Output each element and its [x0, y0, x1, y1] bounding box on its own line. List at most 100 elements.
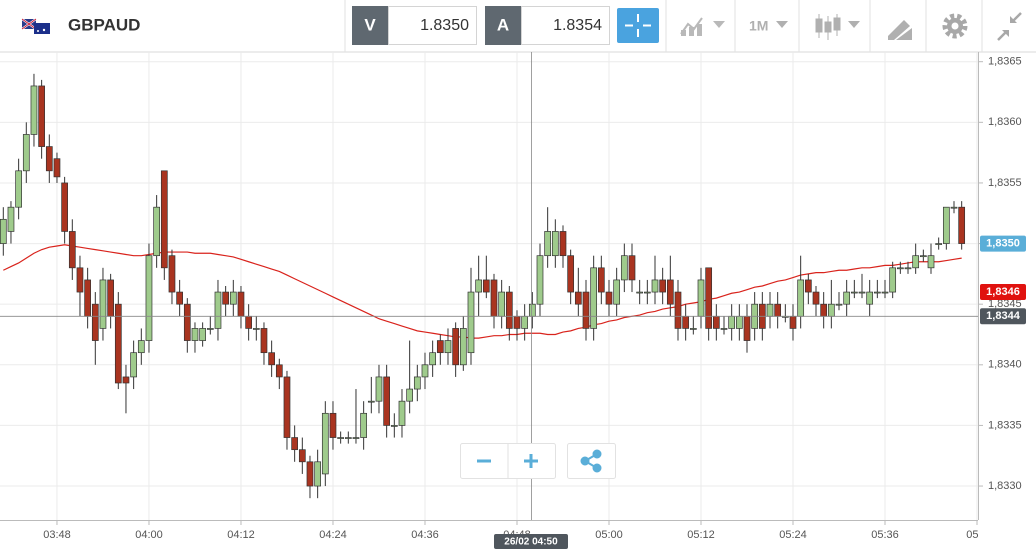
candle-body	[567, 255, 575, 293]
candle-body	[214, 291, 222, 329]
share-icon	[580, 449, 602, 473]
candle-body	[252, 328, 260, 330]
timeframe[interactable]: 1M	[749, 18, 768, 34]
candle-body	[728, 315, 736, 329]
candle-body	[298, 449, 306, 463]
price-tag-label: 1,8346	[986, 286, 1020, 298]
y-tick-label: 1,8340	[988, 359, 1022, 371]
candle-body	[766, 303, 774, 317]
candle-body	[528, 303, 536, 317]
x-tick-label: 03:48	[43, 529, 71, 541]
candle-body	[720, 328, 728, 330]
candle-body	[659, 279, 667, 293]
candle-body	[582, 291, 590, 329]
candle-body	[712, 315, 720, 329]
candle-body	[291, 437, 298, 451]
candle-body	[275, 364, 283, 378]
candle-body	[613, 279, 621, 305]
bid-label: V	[364, 15, 376, 34]
price-tag	[980, 308, 1026, 325]
candle-body	[53, 158, 61, 178]
symbol: GBPAUD	[68, 15, 140, 34]
candle-body	[827, 303, 835, 317]
candle-body	[122, 376, 130, 384]
ask-label-box[interactable]	[485, 6, 521, 45]
candle-body	[314, 461, 321, 487]
chart-type-button[interactable]	[680, 17, 725, 36]
y-tick-label: 1,8330	[988, 480, 1022, 492]
y-tick-label: 1,8355	[988, 177, 1022, 189]
candle-body	[38, 85, 45, 147]
candle-body	[475, 279, 483, 293]
candle-body	[942, 206, 950, 244]
candle-body	[7, 206, 15, 232]
price-tag-label: 1,8350	[986, 237, 1020, 249]
candle-body	[559, 231, 567, 257]
candle-body	[521, 315, 529, 329]
collapse-icon[interactable]	[997, 12, 1022, 41]
ask-label: A	[497, 15, 509, 34]
candle-body	[436, 340, 444, 354]
candle-body	[137, 340, 145, 354]
candle-body	[919, 255, 927, 258]
candle-body	[390, 425, 398, 427]
candle-body	[176, 291, 183, 305]
candle-body	[674, 291, 682, 329]
bid-label-box[interactable]	[352, 6, 388, 45]
x-tick-label: 04:24	[319, 529, 347, 541]
candle-body	[268, 352, 275, 366]
candle-body	[820, 303, 828, 317]
settings-icon[interactable]	[942, 13, 968, 39]
candle-body	[260, 328, 268, 354]
candle-body	[889, 267, 897, 293]
candle-body	[306, 461, 314, 487]
candle-body	[574, 291, 582, 305]
dropdown-arrow	[776, 21, 788, 28]
candle-body	[459, 328, 467, 366]
candle-body	[421, 364, 429, 378]
candle-body	[551, 231, 559, 257]
candle-body	[199, 328, 206, 341]
candle-body	[904, 267, 912, 270]
candle-body	[774, 303, 782, 317]
x-tick-label: 05:4	[966, 529, 987, 541]
candle-body	[743, 315, 751, 341]
candle-body	[360, 412, 367, 438]
candle-body	[45, 146, 53, 172]
candle-body	[835, 303, 843, 306]
flag-icon	[21, 18, 50, 34]
price-tag	[980, 284, 1026, 301]
bid-price: 1.8350	[420, 17, 469, 34]
candle-body	[413, 376, 421, 390]
candle-body	[597, 267, 605, 293]
y-tick-label: 1,8345	[988, 298, 1022, 310]
candle-body	[245, 315, 252, 329]
candle-body	[444, 340, 452, 354]
crosshair-icon	[625, 14, 651, 37]
bid-box[interactable]	[388, 6, 477, 45]
draw-icon[interactable]	[888, 20, 912, 40]
candle-body	[482, 279, 490, 293]
candle-body	[896, 267, 904, 270]
y-tick-label: 1,8360	[988, 116, 1022, 128]
candle-body	[498, 291, 506, 317]
zoom-controls	[460, 443, 616, 479]
candle-body	[912, 255, 920, 269]
candle-body	[191, 328, 199, 341]
candle-body	[544, 231, 552, 257]
candle-body	[666, 279, 674, 305]
x-tick-label: 05:12	[687, 529, 715, 541]
candle-body	[950, 206, 958, 209]
zoom-in[interactable]	[524, 454, 538, 468]
candle-body	[68, 231, 76, 269]
ask-box[interactable]	[521, 6, 610, 45]
crosshair-button[interactable]	[617, 8, 659, 43]
candle-body	[881, 291, 889, 294]
candle-icon[interactable]	[815, 14, 860, 40]
candle-body	[145, 255, 153, 341]
price-tags: 1,8350 1,8346 1,8344	[0, 235, 1026, 325]
candle-body	[513, 315, 521, 329]
share-button[interactable]	[567, 443, 616, 479]
candle-body	[398, 400, 406, 426]
ask-price: 1.8354	[553, 17, 602, 34]
